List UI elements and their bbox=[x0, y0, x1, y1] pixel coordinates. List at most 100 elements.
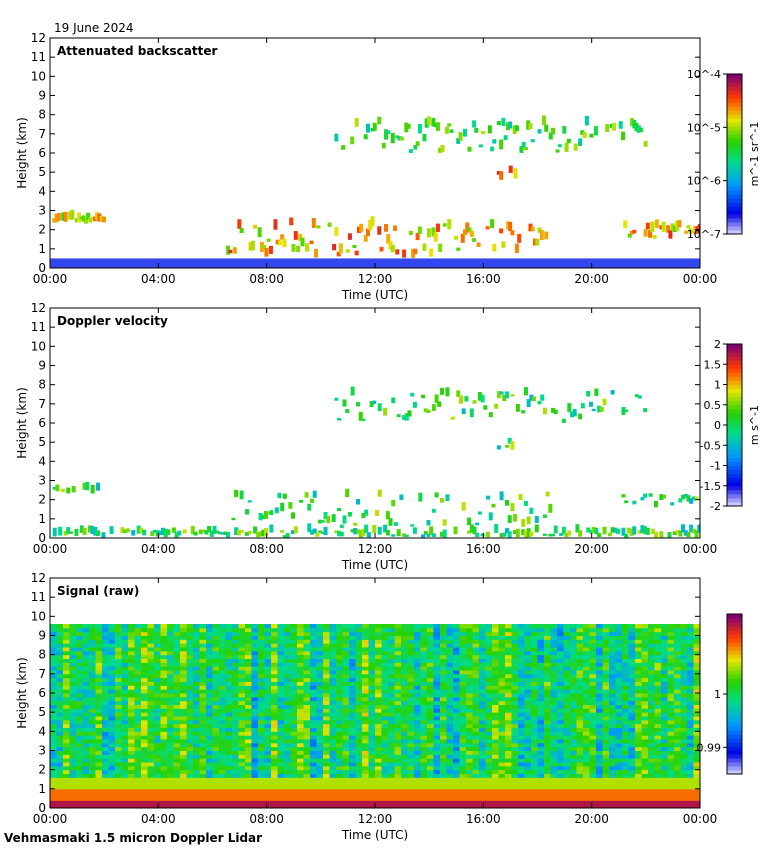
colorbar-tick-label: 10^-4 bbox=[687, 68, 721, 81]
plot-frame-2 bbox=[49, 307, 701, 539]
colorbar-tick-label: -2 bbox=[710, 500, 721, 513]
y-tick-label: 3 bbox=[38, 744, 46, 758]
x-tick-label: 04:00 bbox=[141, 272, 176, 286]
y-tick-label: 7 bbox=[38, 127, 46, 141]
y-axis-label: Height (km) bbox=[15, 387, 29, 458]
y-tick-label: 8 bbox=[38, 108, 46, 122]
x-tick-label: 16:00 bbox=[466, 812, 501, 826]
x-tick-label: 04:00 bbox=[141, 812, 176, 826]
colorbar-2: -2 -1.5 -1 -0.5 0 0.5 1 1.5 2 m s^-1 bbox=[700, 338, 761, 513]
colorbar-tick-label: -1.5 bbox=[700, 480, 721, 493]
panel-title-3: Signal (raw) bbox=[57, 584, 139, 598]
x-tick-label: 00:00 bbox=[683, 542, 718, 556]
panel-title-1: Attenuated backscatter bbox=[57, 44, 217, 58]
x-tick-label: 04:00 bbox=[141, 542, 176, 556]
y-tick-label: 1 bbox=[38, 512, 46, 526]
velocity-feature-0 bbox=[52, 523, 700, 538]
x-tick-label: 00:00 bbox=[33, 542, 68, 556]
x-tick-label: 16:00 bbox=[466, 542, 501, 556]
y-tick-label: 0 bbox=[38, 531, 46, 545]
plot-frame-1 bbox=[49, 37, 701, 269]
x-tick-label: 00:00 bbox=[33, 272, 68, 286]
data-layer-1 bbox=[50, 115, 700, 268]
x-axis-label: Time (UTC) bbox=[341, 288, 408, 302]
colorbar-tick-label: 2 bbox=[714, 338, 721, 351]
y-tick-label: 1 bbox=[38, 782, 46, 796]
y-tick-label: 2 bbox=[38, 493, 46, 507]
velocity-feature-4 bbox=[334, 386, 648, 423]
y-tick-label: 2 bbox=[38, 763, 46, 777]
x-tick-label: 12:00 bbox=[358, 542, 393, 556]
y-tick-label: 11 bbox=[31, 50, 46, 64]
x-axis-label: Time (UTC) bbox=[341, 558, 408, 572]
x-tick-label: 20:00 bbox=[574, 272, 609, 286]
panel-1: Attenuated backscatter012345678910111200… bbox=[15, 31, 761, 302]
y-tick-label: 6 bbox=[38, 686, 46, 700]
y-tick-label: 9 bbox=[38, 359, 46, 373]
colorbar-tick-label: 10^-5 bbox=[687, 121, 721, 134]
velocity-feature-2 bbox=[231, 488, 553, 529]
y-tick-label: 11 bbox=[31, 320, 46, 334]
x-tick-label: 08:00 bbox=[249, 542, 284, 556]
x-tick-label: 00:00 bbox=[33, 812, 68, 826]
panel-title-2: Doppler velocity bbox=[57, 314, 168, 328]
y-tick-label: 12 bbox=[31, 571, 46, 585]
y-tick-label: 5 bbox=[38, 165, 46, 179]
y-tick-label: 5 bbox=[38, 435, 46, 449]
x-tick-label: 00:00 bbox=[683, 272, 718, 286]
x-tick-label: 08:00 bbox=[249, 812, 284, 826]
signal-field bbox=[50, 624, 700, 808]
data-layer-3 bbox=[50, 624, 700, 808]
velocity-feature-1 bbox=[52, 481, 101, 494]
feature-5 bbox=[496, 165, 518, 180]
y-tick-label: 1 bbox=[38, 242, 46, 256]
y-tick-label: 6 bbox=[38, 146, 46, 160]
colorbar-3: 0.99 1 bbox=[697, 613, 743, 775]
feature-1 bbox=[52, 209, 106, 224]
x-tick-label: 12:00 bbox=[358, 812, 393, 826]
y-tick-label: 4 bbox=[38, 184, 46, 198]
velocity-feature-3 bbox=[621, 493, 699, 508]
y-tick-label: 3 bbox=[38, 474, 46, 488]
x-tick-label: 08:00 bbox=[249, 272, 284, 286]
x-tick-label: 20:00 bbox=[574, 542, 609, 556]
x-axis-label: Time (UTC) bbox=[341, 828, 408, 842]
y-axis-label: Height (km) bbox=[15, 657, 29, 728]
colorbar-tick-label: -0.5 bbox=[700, 439, 721, 452]
y-tick-label: 12 bbox=[31, 301, 46, 315]
y-tick-label: 8 bbox=[38, 378, 46, 392]
x-tick-label: 00:00 bbox=[683, 812, 718, 826]
colorbar-units: m s^-1 bbox=[748, 405, 761, 445]
y-tick-label: 12 bbox=[31, 31, 46, 45]
y-tick-label: 4 bbox=[38, 724, 46, 738]
y-tick-label: 10 bbox=[31, 69, 46, 83]
colorbar-tick-label: 1 bbox=[714, 688, 721, 701]
y-tick-label: 10 bbox=[31, 339, 46, 353]
colorbar-tick-label: 1 bbox=[714, 379, 721, 392]
y-tick-label: 8 bbox=[38, 648, 46, 662]
feature-4 bbox=[334, 115, 648, 153]
y-tick-label: 11 bbox=[31, 590, 46, 604]
y-tick-label: 0 bbox=[38, 261, 46, 275]
y-tick-label: 2 bbox=[38, 223, 46, 237]
x-tick-label: 16:00 bbox=[466, 272, 501, 286]
colorbar-tick-label: -1 bbox=[710, 460, 721, 473]
feature-2 bbox=[226, 216, 549, 258]
y-tick-label: 0 bbox=[38, 801, 46, 815]
y-axis-label: Height (km) bbox=[15, 117, 29, 188]
y-tick-label: 5 bbox=[38, 705, 46, 719]
x-tick-label: 12:00 bbox=[358, 272, 393, 286]
y-tick-label: 7 bbox=[38, 667, 46, 681]
y-tick-label: 9 bbox=[38, 629, 46, 643]
y-tick-label: 4 bbox=[38, 454, 46, 468]
colorbar-tick-label: 0.99 bbox=[697, 741, 722, 754]
colorbar-tick-label: 10^-7 bbox=[687, 228, 721, 241]
colorbar-units: m^-1 sr^-1 bbox=[748, 122, 761, 187]
colorbar-tick-label: 0 bbox=[714, 419, 721, 432]
footer-label: Vehmasmaki 1.5 micron Doppler Lidar bbox=[4, 831, 262, 845]
data-layer-2 bbox=[52, 386, 700, 538]
date-label: 19 June 2024 bbox=[54, 21, 134, 35]
